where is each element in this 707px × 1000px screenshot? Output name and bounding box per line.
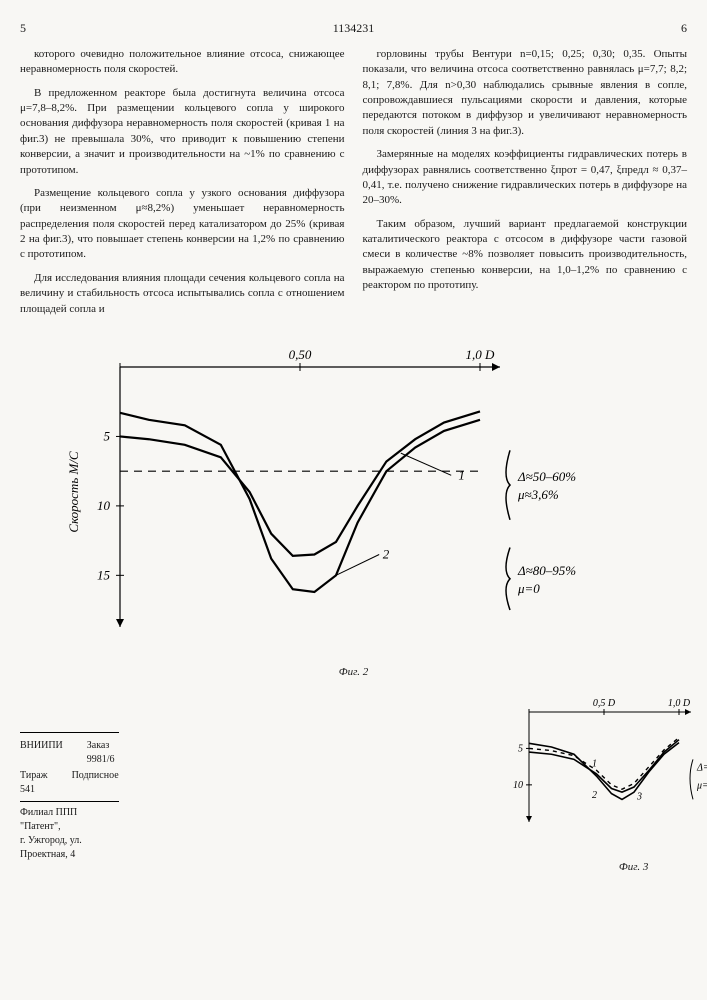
svg-text:5: 5 <box>518 744 523 755</box>
right-column: горловины трубы Вентури n=0,15; 0,25; 0,… <box>363 47 688 325</box>
svg-text:1: 1 <box>592 759 597 770</box>
footer-addr: г. Ужгород, ул. Проектная, 4 <box>20 834 119 862</box>
body-paragraph: которого очевидно положительное влияние … <box>20 47 345 78</box>
figure-2: 0,50 1,0 D 5 10 15 Скорость M/C 1 2 Δ≈50–60% μ≈3,… <box>60 337 640 657</box>
page-num-left: 5 <box>20 20 26 37</box>
page-header: 5 1134231 6 <box>20 20 687 37</box>
svg-text:μ=0: μ=0 <box>517 581 540 596</box>
svg-text:Δ≈50–60%: Δ≈50–60% <box>517 469 576 484</box>
svg-text:0,5 D: 0,5 D <box>593 698 616 709</box>
svg-text:2: 2 <box>383 547 390 562</box>
body-paragraph: Таким образом, лучший вариант предлагаем… <box>363 217 688 294</box>
svg-text:10: 10 <box>513 780 523 791</box>
svg-text:μ=7,8–8,2%: μ=7,8–8,2% <box>696 781 707 792</box>
body-paragraph: Для исследования влияния площади сечения… <box>20 271 345 317</box>
svg-text:1,0 D: 1,0 D <box>668 698 691 709</box>
doc-number: 1134231 <box>333 20 375 37</box>
footer-tirazh: Тираж 541 <box>20 769 48 797</box>
svg-text:Δ≈80–95%: Δ≈80–95% <box>517 563 576 578</box>
footer-addr: Филиал ППП "Патент", <box>20 806 119 834</box>
svg-text:2: 2 <box>592 790 597 801</box>
body-paragraph: горловины трубы Вентури n=0,15; 0,25; 0,… <box>363 47 688 139</box>
body-paragraph: Размещение кольцевого сопла у узкого осн… <box>20 186 345 263</box>
body-paragraph: В предложенном реакторе была достигнута … <box>20 86 345 178</box>
svg-text:0,50: 0,50 <box>289 347 312 362</box>
footer-org: ВНИИПИ <box>20 739 63 767</box>
two-column-text: которого очевидно положительное влияние … <box>20 47 687 325</box>
svg-text:1,0 D: 1,0 D <box>466 347 496 362</box>
svg-text:μ≈3,6%: μ≈3,6% <box>517 487 559 502</box>
figure-2-caption: Фиг. 2 <box>20 665 687 680</box>
footer-line: ВНИИПИ Заказ 9981/6 <box>20 739 119 767</box>
svg-text:Δ=25–30%: Δ=25–30% <box>696 763 707 774</box>
footer-sign: Подписное <box>72 769 119 797</box>
footer-order: Заказ 9981/6 <box>87 739 119 767</box>
figure-3-caption: Фиг. 3 <box>499 860 707 875</box>
body-paragraph: Замерянные на моделях коэффициенты гидра… <box>363 147 688 209</box>
svg-text:1: 1 <box>458 467 465 482</box>
svg-text:15: 15 <box>97 567 111 582</box>
svg-text:10: 10 <box>97 498 111 513</box>
figure-3: 0,5 D1,0 D510123Δ=25–30%μ=7,8–8,2% Фиг. … <box>499 694 707 854</box>
page-num-right: 6 <box>681 20 687 37</box>
footer-line: Тираж 541 Подписное <box>20 769 119 797</box>
svg-text:5: 5 <box>104 428 111 443</box>
svg-text:Скорость M/C: Скорость M/C <box>66 451 81 533</box>
svg-text:3: 3 <box>636 792 642 803</box>
left-column: которого очевидно положительное влияние … <box>20 47 345 325</box>
